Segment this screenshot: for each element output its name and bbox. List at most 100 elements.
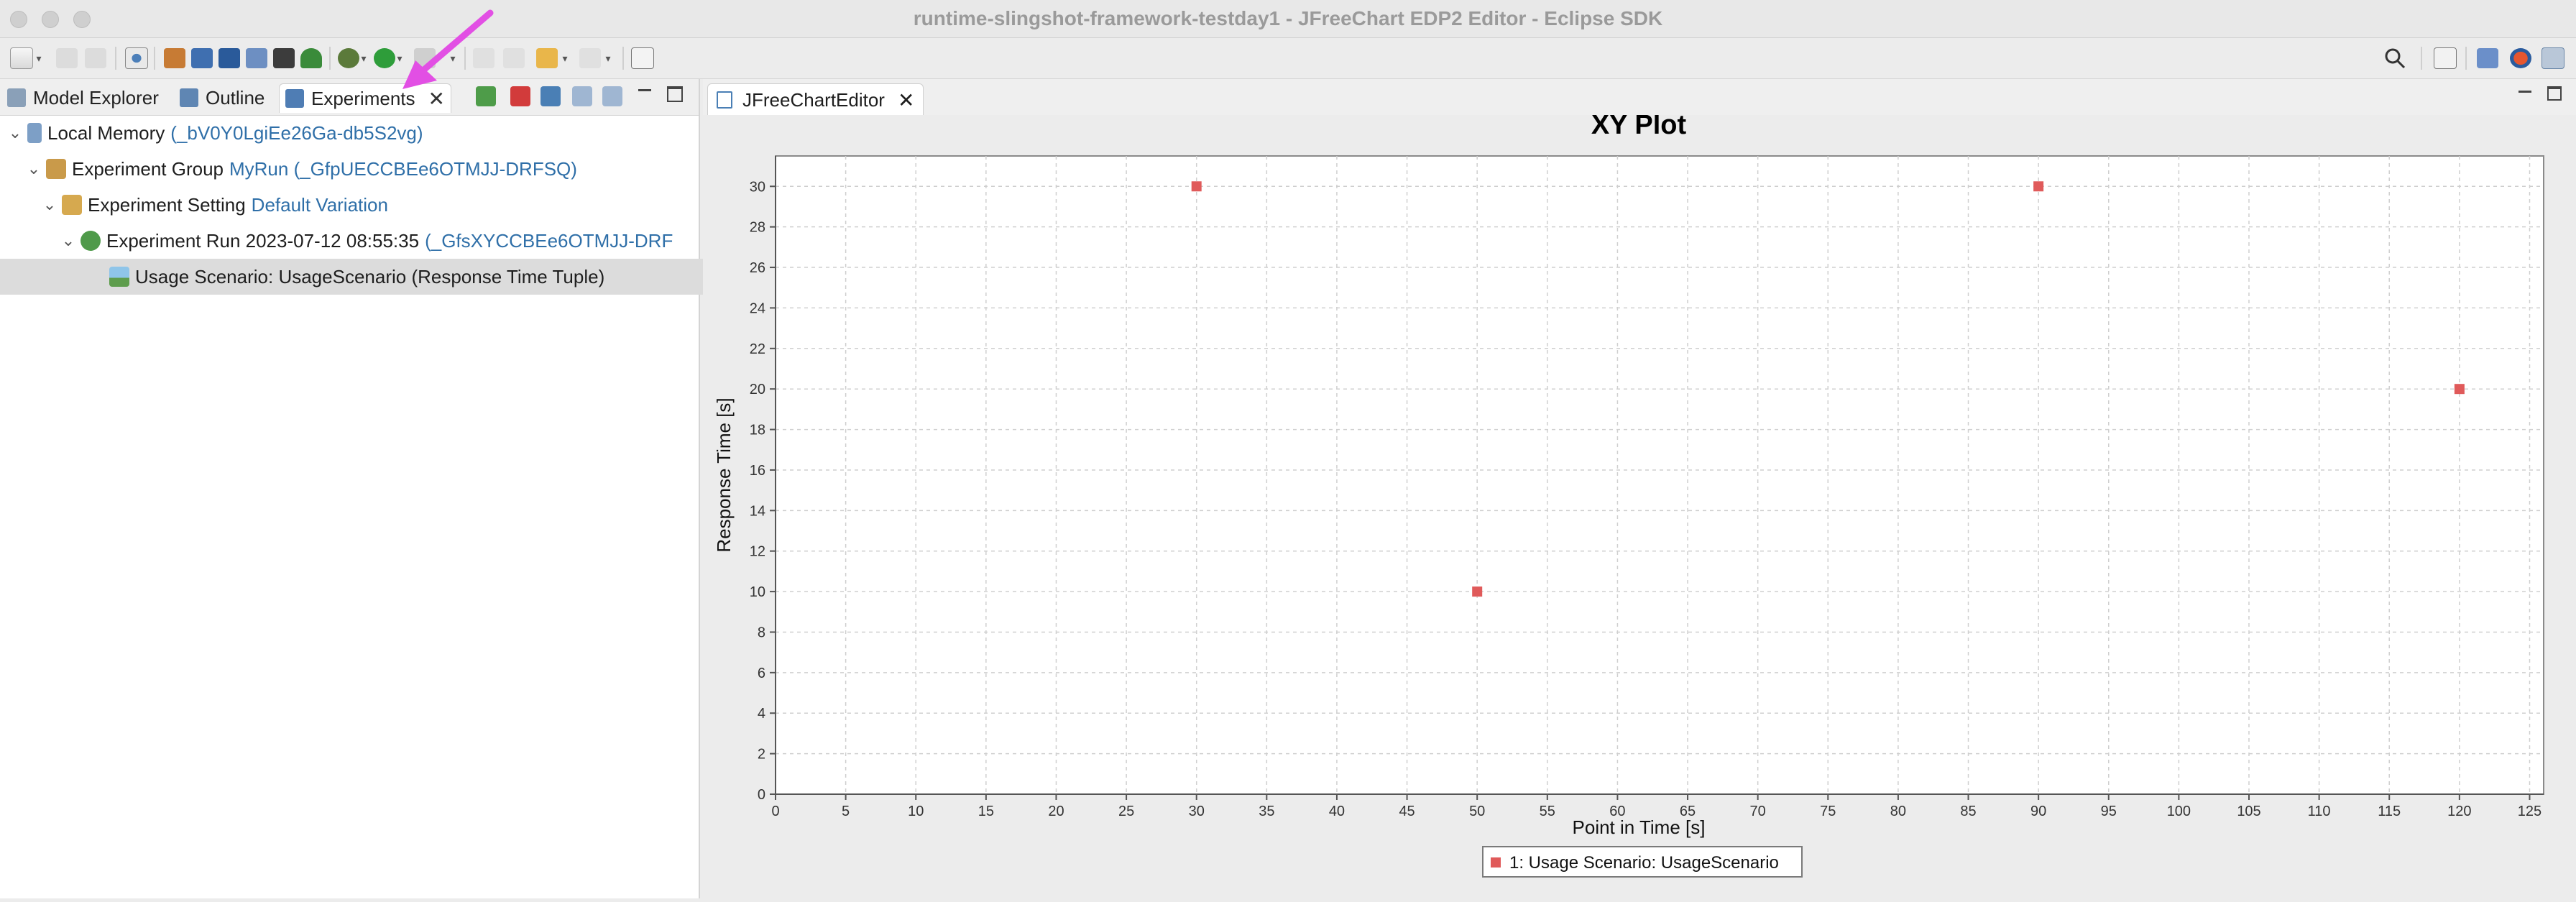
java-perspective-icon[interactable]: [2477, 48, 2498, 68]
tab-label: Experiments: [311, 87, 415, 109]
repository-model-icon[interactable]: [191, 48, 213, 68]
collapse-all-icon[interactable]: [602, 86, 622, 106]
previous-annotation-icon[interactable]: [473, 48, 494, 68]
close-icon[interactable]: ✕: [897, 88, 915, 111]
resource-environment-icon[interactable]: [246, 48, 267, 68]
chevron-down-icon[interactable]: ⌄: [61, 231, 75, 249]
close-icon[interactable]: ✕: [428, 87, 445, 110]
system-model-icon[interactable]: [218, 48, 240, 68]
x-tick-label: 105: [2237, 804, 2260, 819]
zoom-window-button[interactable]: [73, 11, 91, 28]
forward-icon[interactable]: [579, 48, 601, 68]
chevron-down-icon[interactable]: ⌄: [8, 124, 22, 142]
experiment-group-icon: [46, 159, 66, 179]
back-dropdown-icon[interactable]: ▾: [562, 52, 568, 64]
data-point: [1472, 586, 1483, 597]
close-window-button[interactable]: [10, 11, 27, 28]
experiments-view: Model Explorer Outline Experiments ✕ ⌄ L…: [0, 79, 804, 898]
window-title: runtime-slingshot-framework-testday1 - J…: [913, 7, 1663, 29]
editor-file-icon: [717, 91, 732, 109]
tree-item-experiment-setting[interactable]: ⌄ Experiment Setting Default Variation: [0, 187, 740, 223]
outline-icon: [180, 88, 198, 107]
y-tick-label: 16: [750, 463, 765, 479]
database-icon[interactable]: [540, 86, 561, 106]
x-tick-label: 35: [1259, 804, 1274, 819]
next-annotation-icon[interactable]: [503, 48, 525, 68]
tree-item-local-memory[interactable]: ⌄ Local Memory (_bV0Y0LgiEe26Ga-db5S2vg): [0, 115, 706, 151]
save-all-icon[interactable]: [85, 48, 106, 68]
x-tick-label: 80: [1890, 804, 1906, 819]
tab-outline[interactable]: Outline: [180, 83, 264, 112]
debug-dropdown-icon[interactable]: ▾: [361, 52, 367, 64]
search-icon[interactable]: [2383, 47, 2406, 70]
remove-repository-icon[interactable]: [510, 86, 530, 106]
new-dropdown-icon[interactable]: ▾: [36, 52, 42, 64]
data-point: [2454, 384, 2465, 395]
experiments-icon: [285, 89, 304, 108]
tree-item-label: Experiment Setting: [88, 193, 246, 216]
save-icon[interactable]: [56, 48, 78, 68]
y-tick-label: 18: [750, 423, 765, 438]
x-axis-label: Point in Time [s]: [1573, 816, 1706, 838]
minimize-editor-icon[interactable]: [2518, 91, 2531, 93]
run-icon[interactable]: [374, 48, 395, 68]
annotation-arrow: [402, 9, 494, 89]
chevron-down-icon[interactable]: ⌄: [27, 160, 41, 178]
chevron-down-icon[interactable]: ⌄: [42, 195, 57, 213]
debug-perspective-icon[interactable]: [2542, 47, 2564, 69]
x-tick-label: 30: [1189, 804, 1205, 819]
palladio-perspective-icon[interactable]: [2510, 48, 2531, 68]
y-axis-label: Response Time [s]: [713, 397, 735, 552]
experiment-setting-icon: [62, 195, 82, 215]
back-icon[interactable]: [536, 48, 558, 68]
data-point: [1191, 181, 1202, 192]
tab-model-explorer[interactable]: Model Explorer: [7, 83, 159, 112]
tree-item-id: MyRun (_GfpUECCBEe6OTMJJ-DRFSQ): [229, 157, 577, 180]
usage-model-icon[interactable]: [300, 48, 322, 68]
allocation-icon[interactable]: [273, 48, 295, 68]
new-wizard-icon[interactable]: [10, 47, 33, 69]
external-tools-dropdown-icon[interactable]: ▾: [450, 52, 456, 64]
palladio-component-icon[interactable]: [164, 48, 185, 68]
chart-title: XY Plot: [1591, 115, 1687, 140]
maximize-editor-icon[interactable]: [2547, 86, 2562, 101]
x-tick-label: 60: [1609, 804, 1625, 819]
tab-jfreechart-editor[interactable]: JFreeChartEditor ✕: [707, 83, 924, 116]
maximize-view-icon[interactable]: [667, 86, 683, 102]
x-tick-label: 120: [2447, 804, 2471, 819]
y-tick-label: 28: [750, 220, 765, 236]
plot-area: [775, 155, 2544, 795]
open-task-icon[interactable]: [631, 47, 654, 69]
minimize-view-icon[interactable]: [638, 86, 654, 102]
x-tick-label: 20: [1048, 804, 1064, 819]
y-tick-label: 0: [758, 787, 765, 803]
tab-experiments[interactable]: Experiments ✕: [279, 83, 451, 113]
tree-item-id: Default Variation: [251, 193, 388, 216]
run-dropdown-icon[interactable]: ▾: [397, 52, 402, 64]
tree-item-label: Local Memory: [47, 121, 165, 144]
debug-icon[interactable]: [338, 48, 359, 68]
repository-icon: [27, 123, 42, 143]
move-icon[interactable]: [125, 47, 148, 69]
x-tick-label: 45: [1399, 804, 1414, 819]
minimize-window-button[interactable]: [42, 11, 59, 28]
tree-item-experiment-group[interactable]: ⌄ Experiment Group MyRun (_GfpUECCBEe6OT…: [0, 151, 724, 187]
y-tick-label: 10: [750, 584, 765, 600]
tree-item-usage-scenario[interactable]: Usage Scenario: UsageScenario (Response …: [0, 259, 804, 295]
chart-image-icon: [109, 267, 129, 287]
y-tick-label: 2: [758, 747, 765, 763]
expand-all-icon[interactable]: [572, 86, 592, 106]
tree-item-id: (_bV0Y0LgiEe26Ga-db5S2vg): [170, 121, 423, 144]
model-explorer-icon: [7, 88, 26, 107]
add-repository-icon[interactable]: [476, 86, 496, 106]
open-perspective-icon[interactable]: [2434, 47, 2457, 69]
y-tick-label: 24: [750, 300, 765, 316]
forward-dropdown-icon[interactable]: ▾: [605, 52, 611, 64]
x-tick-label: 55: [1540, 804, 1555, 819]
x-tick-label: 115: [2378, 804, 2401, 819]
tree-item-experiment-run[interactable]: ⌄ Experiment Run 2023-07-12 08:55:35 (_G…: [0, 223, 759, 259]
legend-box: [1482, 846, 1803, 878]
x-tick-label: 90: [2030, 804, 2046, 819]
left-tab-bar: Model Explorer Outline Experiments ✕: [0, 79, 699, 116]
